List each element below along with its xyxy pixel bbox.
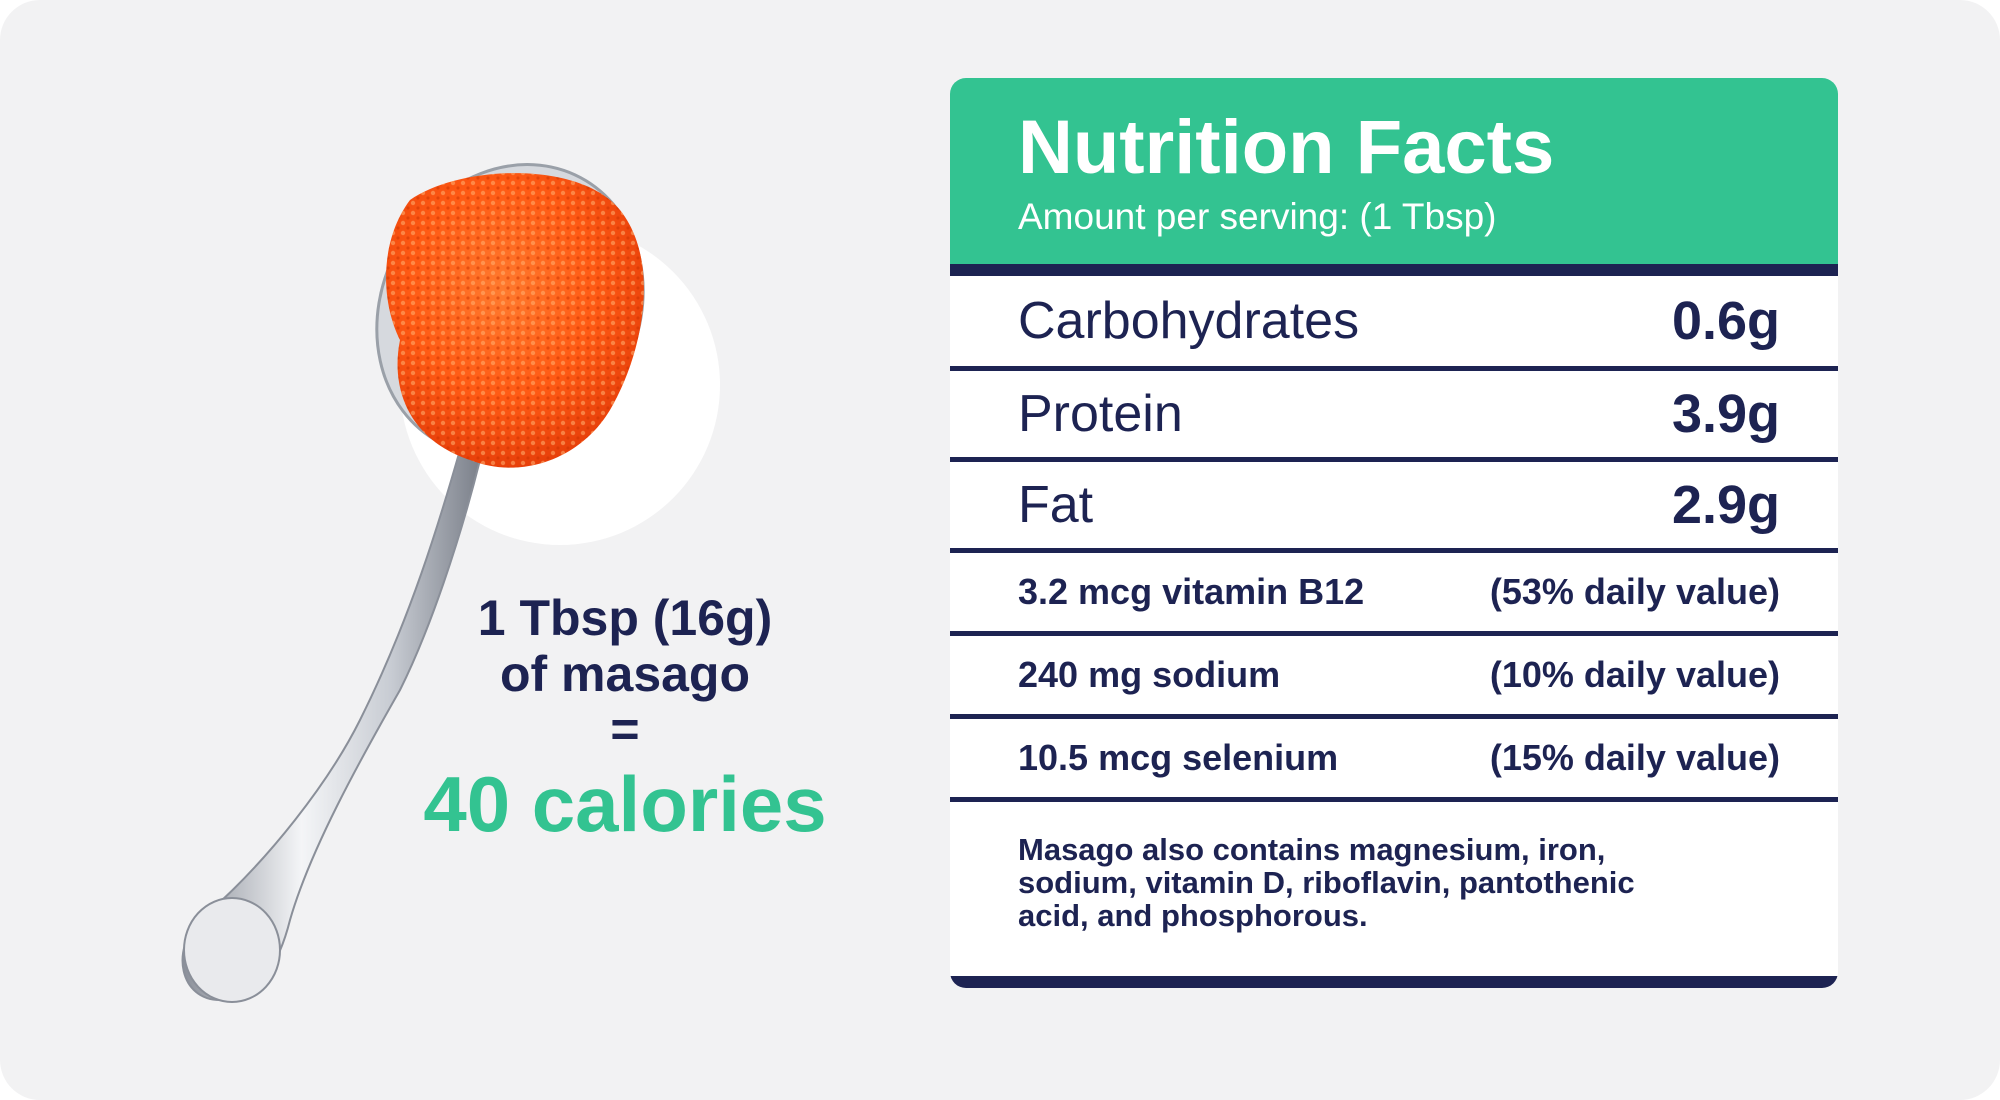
- nutrition-title: Nutrition Facts: [1018, 105, 1555, 190]
- daily-value: (53% daily value): [1489, 571, 1780, 612]
- nutrient-row-vitamin-b12: 3.2 mcg vitamin B12 (53% daily value): [950, 553, 1838, 636]
- nutrient-value: 0.6g: [1671, 291, 1780, 351]
- nutrient-label: 3.2 mcg vitamin B12: [1018, 571, 1365, 612]
- nutrient-label: 10.5 mcg selenium: [1018, 737, 1339, 778]
- additional-nutrients-note: Masago also contains magnesium, iron, so…: [1018, 832, 1635, 933]
- calories-text: 40 calories: [423, 760, 827, 848]
- nutrient-label: Protein: [1018, 385, 1183, 443]
- panel-footer-bar: [950, 976, 1838, 988]
- serving-food-text: of masago: [499, 646, 751, 702]
- nutrient-row-fat: Fat 2.9g: [950, 462, 1838, 553]
- daily-value: (10% daily value): [1489, 654, 1780, 695]
- spoon-with-masago-image: [160, 160, 760, 1020]
- nutrient-label: Carbohydrates: [1018, 292, 1360, 350]
- nutrient-value: 3.9g: [1671, 384, 1780, 444]
- nutrition-header: Nutrition Facts Amount per serving: (1 T…: [950, 78, 1838, 276]
- nutrient-row-selenium: 10.5 mcg selenium (15% daily value): [950, 719, 1838, 802]
- nutrient-row-protein: Protein 3.9g: [950, 371, 1838, 462]
- serving-size-text: 1 Tbsp (16g): [477, 590, 773, 646]
- nutrient-row-sodium: 240 mg sodium (10% daily value): [950, 636, 1838, 719]
- serving-summary: 1 Tbsp (16g) of masago = 40 calories: [390, 590, 860, 850]
- nutrient-label: Fat: [1018, 476, 1094, 534]
- equals-sign: =: [610, 701, 640, 757]
- daily-value: (15% daily value): [1489, 737, 1780, 778]
- nutrient-value: 2.9g: [1671, 475, 1780, 535]
- serving-subtitle: Amount per serving: (1 Tbsp): [1018, 196, 1497, 237]
- nutrition-facts-panel: Nutrition Facts Amount per serving: (1 T…: [950, 78, 1838, 988]
- nutrient-row-carbohydrates: Carbohydrates 0.6g: [950, 276, 1838, 371]
- nutrient-rows: Carbohydrates 0.6g Protein 3.9g Fat 2.9g…: [950, 276, 1838, 802]
- nutrient-label: 240 mg sodium: [1018, 654, 1281, 695]
